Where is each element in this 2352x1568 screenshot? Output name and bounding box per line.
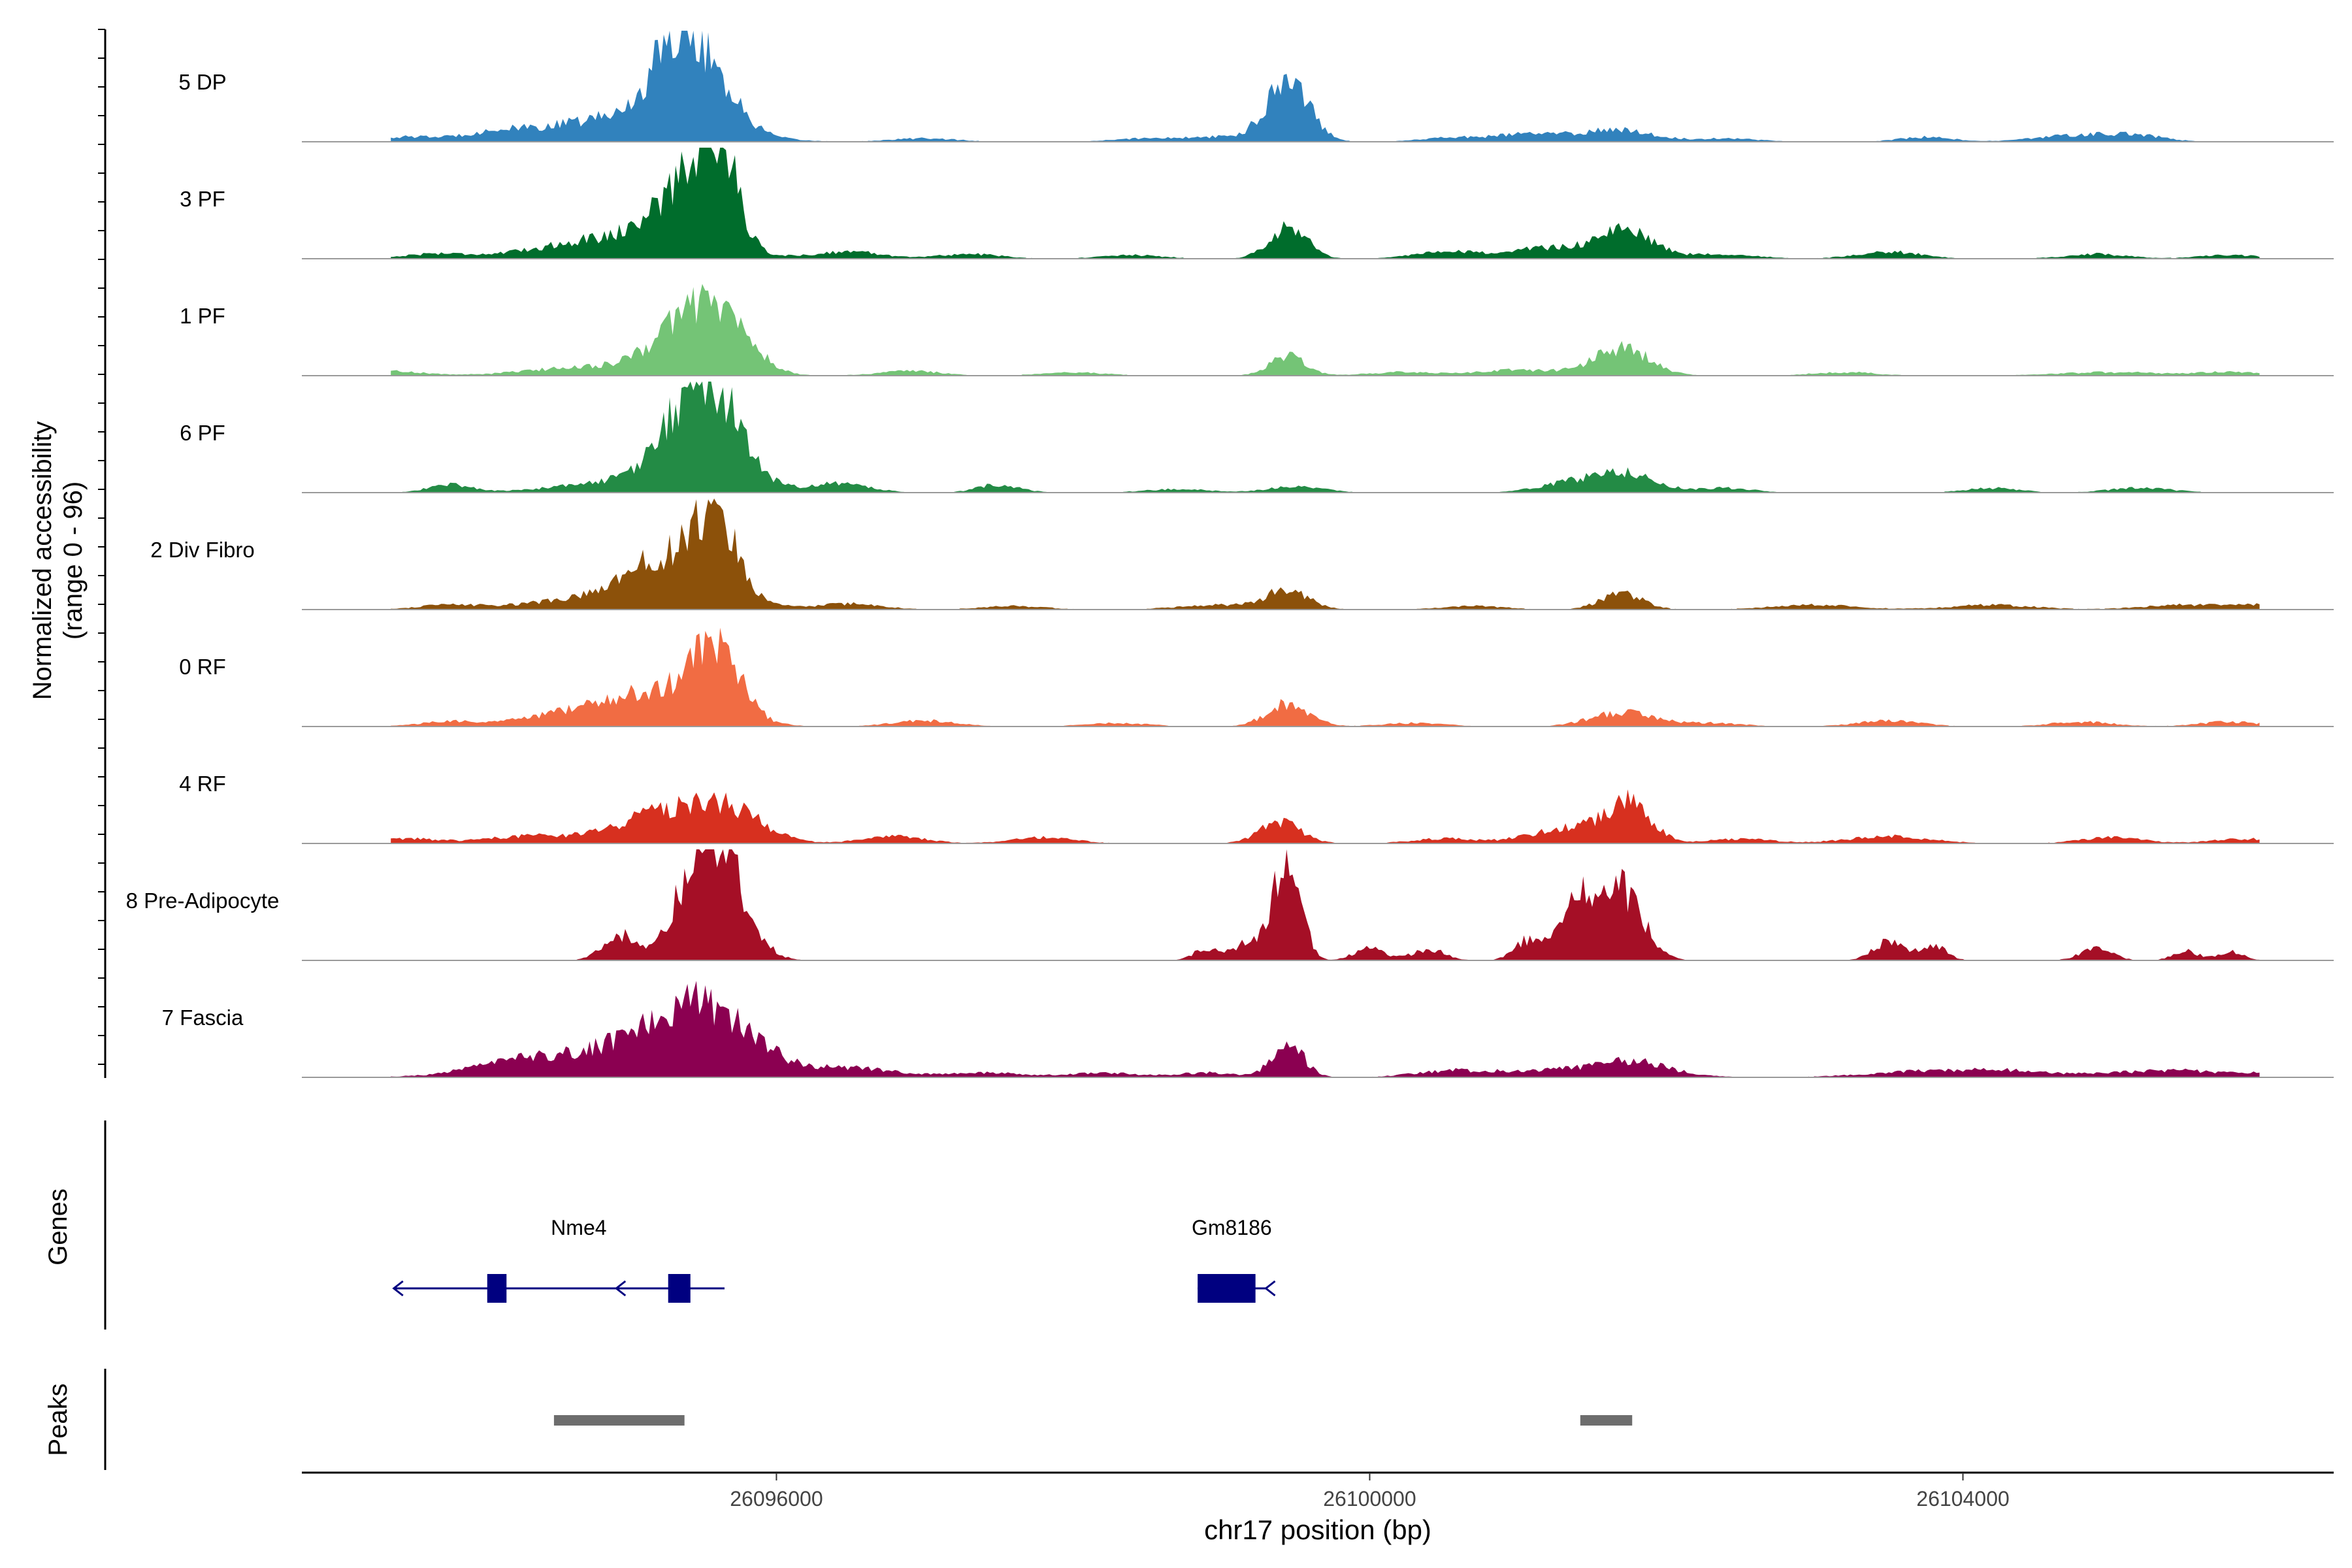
x-tick-label: 26100000 [1323,1487,1416,1511]
coverage-track: 4 RF [179,772,2334,844]
track-label: 8 Pre-Adipocyte [126,889,280,913]
track-label: 7 Fascia [162,1005,244,1030]
track-label: 3 PF [180,187,225,211]
coverage-track: 7 Fascia [162,981,2334,1078]
gene-name-label: Gm8186 [1192,1216,1272,1239]
coverage-track: 2 Div Fibro [150,498,2334,610]
y-axis-label-line2: (range 0 - 96) [59,482,88,640]
track-label: 5 DP [178,70,226,94]
gene-exon [668,1274,691,1303]
gene-exon [1198,1274,1256,1303]
coverage-area [391,981,2260,1077]
x-axis-ticks: 26096000 26100000 26104000 [730,1473,2010,1511]
track-label: 0 RF [179,655,226,679]
gene-name-label: Nme4 [551,1216,606,1239]
coverage-area [391,31,2260,142]
strand-arrow [1264,1280,1276,1297]
gene-exon [487,1274,507,1303]
peak-region [1580,1415,1633,1426]
peaks-track [553,1415,1633,1426]
coverage-track: 6 PF [180,382,2334,493]
coverage-area [391,627,2260,727]
track-label: 2 Div Fibro [150,538,255,562]
peak-region [553,1415,685,1426]
peaks-track-label: Peaks [44,1383,73,1456]
gene-model: Nme4 [392,1216,725,1303]
x-tick-label: 26104000 [1916,1487,2009,1511]
coverage-track: 3 PF [180,148,2334,259]
track-label: 1 PF [180,304,225,328]
coverage-area [391,148,2260,259]
coverage-area [391,789,2260,843]
track-label: 6 PF [180,421,225,445]
coverage-area [391,498,2260,610]
coverage-y-axis-ticks [98,29,105,1065]
coverage-track: 5 DP [178,31,2334,142]
genes-track-label: Genes [44,1188,73,1266]
coverage-tracks: 5 DP 3 PF 1 PF 6 PF 2 Div Fibro 0 RF 4 RF 8 Pre… [126,31,2334,1078]
coverage-track: 0 RF [179,627,2334,727]
strand-arrow [392,1280,404,1297]
track-label: 4 RF [179,772,226,796]
strand-arrow [614,1280,627,1297]
coverage-track: 8 Pre-Adipocyte [126,849,2334,961]
y-axis-label-line1: Normalized accessibility [28,421,57,700]
gene-model: Gm8186 [1192,1216,1276,1303]
x-axis-label: chr17 position (bp) [1204,1514,1431,1545]
gene-annotation-track: Nme4 Gm8186 [392,1216,1276,1303]
coverage-track: 1 PF [180,284,2334,376]
x-tick-label: 26096000 [730,1487,823,1511]
